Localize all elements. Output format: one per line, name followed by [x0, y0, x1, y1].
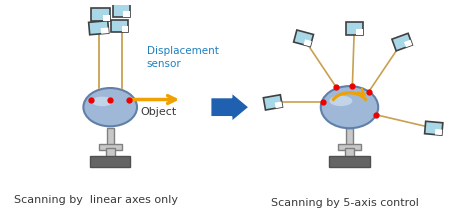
Bar	[275, 101, 283, 108]
Bar	[304, 39, 312, 46]
Bar	[123, 11, 130, 17]
Bar	[404, 40, 412, 47]
Bar	[89, 21, 109, 35]
Bar	[101, 28, 109, 34]
FancyArrow shape	[211, 93, 249, 121]
Bar	[106, 148, 114, 158]
Ellipse shape	[321, 86, 378, 128]
Text: Displacement
sensor: Displacement sensor	[147, 46, 218, 69]
Bar	[113, 4, 130, 17]
Bar	[346, 128, 353, 145]
Bar	[338, 144, 361, 150]
Bar	[345, 148, 354, 158]
Text: Object: Object	[141, 107, 177, 117]
Bar	[122, 26, 128, 32]
Text: Scanning by 5-axis control: Scanning by 5-axis control	[271, 198, 418, 208]
Bar	[263, 95, 283, 110]
Bar	[91, 8, 110, 21]
Bar	[425, 121, 443, 135]
Bar	[107, 128, 113, 145]
Bar	[111, 20, 128, 32]
Text: Scanning by  linear axes only: Scanning by linear axes only	[14, 195, 178, 205]
Ellipse shape	[329, 96, 352, 106]
Bar	[103, 15, 110, 21]
Bar	[99, 144, 122, 150]
Bar	[392, 33, 412, 51]
Bar	[293, 30, 314, 46]
Bar	[356, 29, 363, 35]
Ellipse shape	[91, 97, 113, 106]
Ellipse shape	[83, 88, 137, 126]
Bar	[346, 22, 363, 35]
Bar	[435, 129, 442, 135]
Bar	[329, 156, 369, 167]
Bar	[90, 156, 130, 167]
